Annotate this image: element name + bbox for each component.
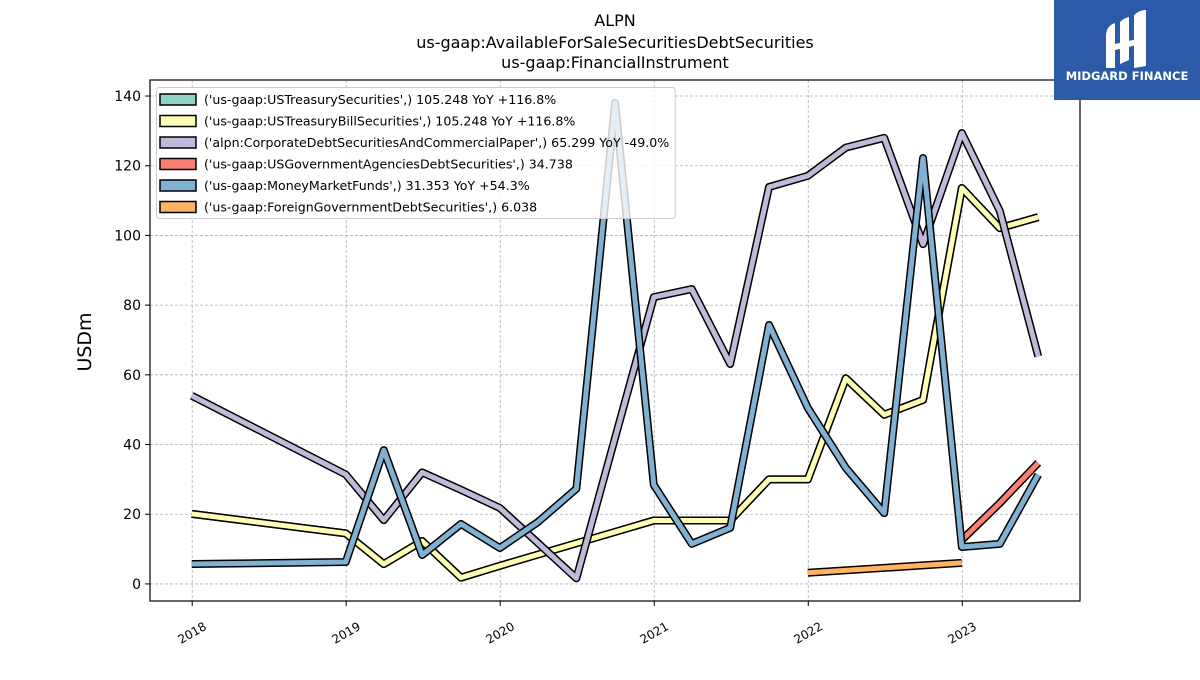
- legend: ('us-gaap:USTreasurySecurities',) 105.24…: [156, 87, 676, 219]
- legend-box: [156, 87, 676, 219]
- y-tick-label-40: 40: [123, 438, 141, 454]
- brand-logo: MIDGARD FINANCE: [1054, 0, 1200, 100]
- series-line-6: [807, 560, 963, 576]
- legend-swatch: [159, 136, 197, 149]
- chart-subtitle-axis: us-gaap:FinancialInstrument: [501, 53, 729, 72]
- series-line-4: [960, 461, 1041, 542]
- legend-label: ('us-gaap:MoneyMarketFunds',) 31.353 YoY…: [204, 178, 530, 193]
- midgard-logo-mark-icon: [1106, 10, 1146, 68]
- y-tick-label-80: 80: [123, 298, 141, 314]
- legend-label: ('us-gaap:USTreasuryBillSecurities',) 10…: [204, 114, 575, 129]
- legend-swatch: [159, 200, 197, 214]
- y-tick-label-100: 100: [114, 228, 141, 244]
- legend-label: ('alpn:CorporateDebtSecuritiesAndCommerc…: [204, 135, 669, 150]
- legend-swatch: [159, 93, 197, 106]
- chart-title: ALPN: [594, 11, 635, 30]
- series-lines: [189, 99, 1043, 583]
- legend-label: ('us-gaap:USGovernmentAgenciesDebtSecuri…: [204, 157, 573, 172]
- y-tick-label-0: 0: [132, 577, 141, 593]
- y-tick-label-120: 120: [114, 159, 141, 175]
- y-tick-label-60: 60: [123, 368, 141, 384]
- legend-entry: ('alpn:CorporateDebtSecuritiesAndCommerc…: [159, 135, 669, 150]
- chart-subtitle-concept: us-gaap:AvailableForSaleSecuritiesDebtSe…: [416, 33, 814, 52]
- legend-label: ('us-gaap:USTreasurySecurities',) 105.24…: [204, 92, 556, 107]
- legend-swatch: [159, 114, 197, 128]
- legend-swatch: [159, 179, 197, 192]
- y-tick-label-20: 20: [123, 507, 141, 523]
- y-axis-label: USDm: [74, 312, 96, 371]
- legend-entry: ('us-gaap:ForeignGovernmentDebtSecuritie…: [159, 200, 537, 215]
- legend-entry: ('us-gaap:USGovernmentAgenciesDebtSecuri…: [159, 157, 573, 172]
- legend-swatch: [159, 157, 197, 171]
- axes-frame: [149, 79, 1081, 602]
- legend-entry: ('us-gaap:USTreasurySecurities',) 105.24…: [159, 92, 556, 107]
- legend-entry: ('us-gaap:MoneyMarketFunds',) 31.353 YoY…: [159, 178, 530, 193]
- series-line-5: [191, 100, 1041, 567]
- y-tick-label-140: 140: [114, 89, 141, 105]
- legend-entry: ('us-gaap:USTreasuryBillSecurities',) 10…: [159, 114, 575, 129]
- brand-name: MIDGARD FINANCE: [1066, 69, 1189, 83]
- legend-label: ('us-gaap:ForeignGovernmentDebtSecuritie…: [204, 200, 537, 215]
